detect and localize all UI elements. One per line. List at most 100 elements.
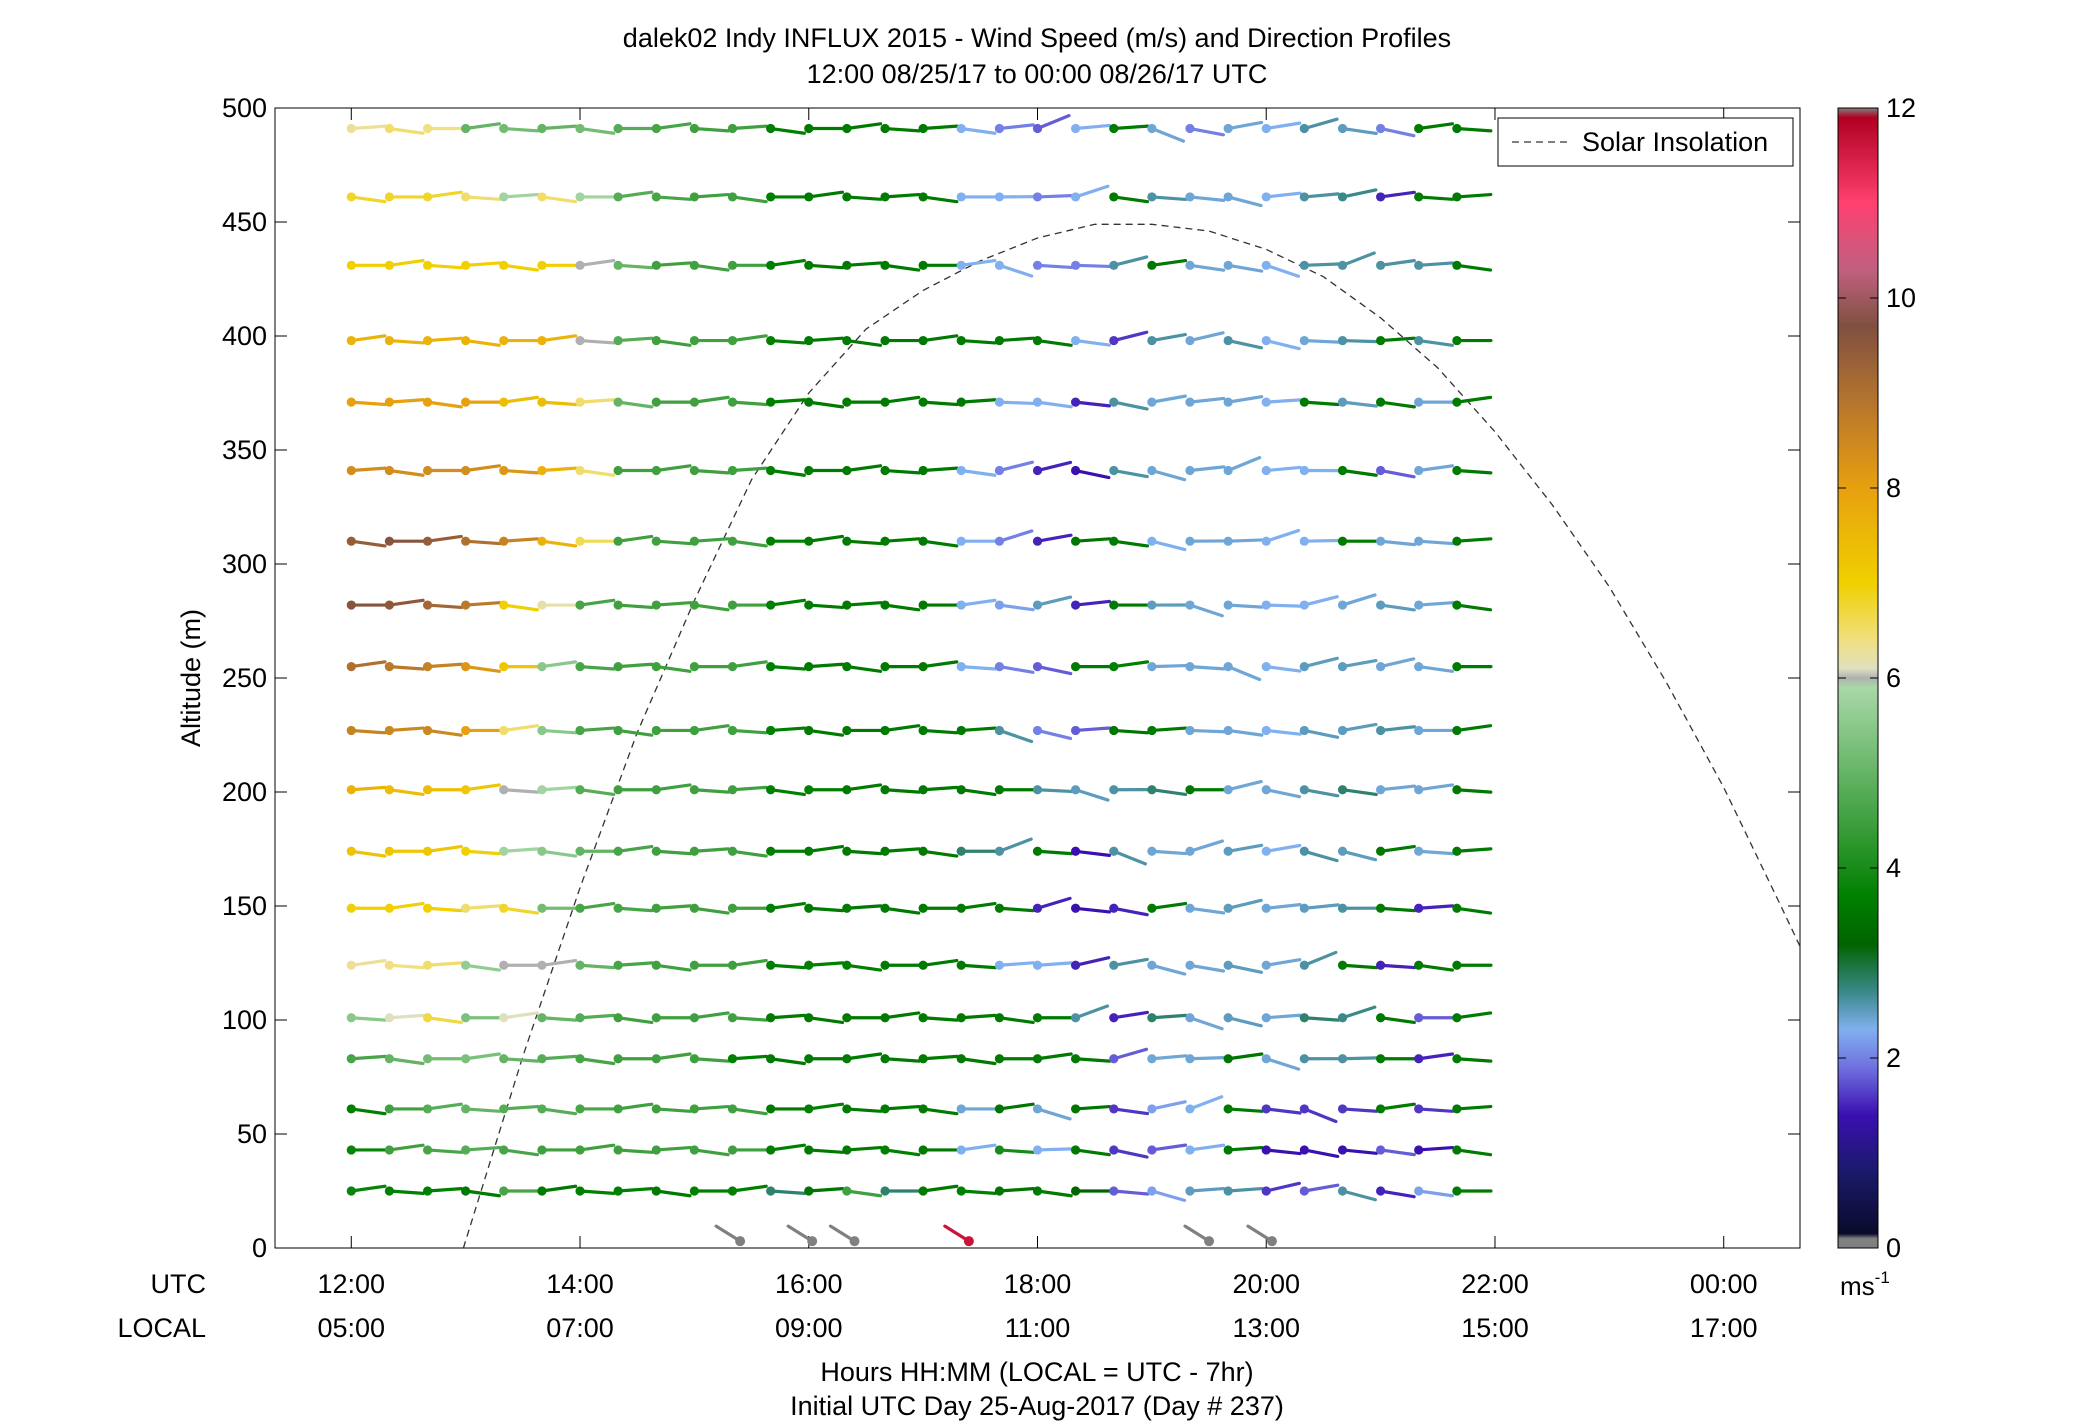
- barb-shaft: [502, 1148, 540, 1157]
- wind-barb: [651, 903, 692, 913]
- wind-barb: [1223, 192, 1263, 208]
- wind-barb: [842, 1145, 883, 1155]
- colorbar-tick-label: 10: [1886, 283, 1916, 313]
- barb-shaft: [349, 1054, 387, 1061]
- wind-barb: [422, 785, 464, 795]
- wind-barb: [1070, 1054, 1112, 1064]
- barb-dot: [689, 1145, 699, 1155]
- wind-barb: [918, 260, 959, 270]
- barb-shaft: [1226, 780, 1263, 792]
- wind-barb: [461, 725, 502, 736]
- wind-barb: [461, 397, 502, 407]
- barb-shaft: [387, 726, 425, 733]
- barb-dot: [346, 600, 356, 610]
- barb-dot: [346, 192, 356, 202]
- wind-barb: [956, 123, 997, 135]
- wind-barb: [651, 122, 692, 134]
- barb-shaft: [1226, 843, 1264, 853]
- wind-barb: [880, 1011, 921, 1023]
- x-tick-label-local: 17:00: [1690, 1313, 1758, 1343]
- barb-dot: [1337, 1186, 1348, 1196]
- wind-barb: [804, 1145, 845, 1155]
- barb-shaft: [1302, 400, 1340, 407]
- barb-shaft: [1417, 195, 1455, 201]
- wind-barb: [1261, 1104, 1302, 1115]
- barb-shaft: [807, 906, 845, 913]
- barb-dot: [1070, 465, 1081, 476]
- wind-barb: [1185, 960, 1226, 973]
- barb-dot: [346, 335, 356, 346]
- barb-dot: [1299, 1013, 1309, 1023]
- x-tick-label-utc: 14:00: [546, 1269, 614, 1299]
- barb-dot: [651, 1145, 661, 1155]
- barb-shaft: [1455, 906, 1493, 915]
- barb-shaft: [387, 664, 425, 671]
- barb-dot: [461, 397, 471, 407]
- wind-barb: [613, 397, 654, 409]
- wind-barb: [1261, 528, 1301, 546]
- wind-barb: [346, 600, 387, 610]
- barb-dot: [613, 725, 623, 736]
- barb-shaft: [1035, 595, 1073, 607]
- wind-barb: [880, 1054, 921, 1064]
- barb-shaft: [387, 598, 425, 607]
- wind-barb: [1261, 843, 1302, 856]
- barb-shaft: [997, 1016, 1035, 1025]
- barb-shaft: [1112, 124, 1150, 131]
- barb-shaft: [997, 664, 1035, 674]
- barb-shaft: [1188, 906, 1226, 915]
- wind-barb: [1185, 396, 1226, 407]
- barb-dot: [956, 1145, 966, 1155]
- wind-barb: [1414, 960, 1454, 972]
- wind-barb: [1070, 335, 1111, 347]
- barb-dot: [1070, 725, 1081, 736]
- barb-dot: [918, 1145, 928, 1155]
- barb-shaft: [387, 788, 425, 797]
- barb-shaft: [540, 466, 578, 473]
- wind-barb: [918, 725, 959, 736]
- barb-shaft: [692, 1104, 730, 1111]
- barb-dot: [1070, 903, 1081, 913]
- barb-shaft: [1188, 195, 1226, 202]
- barb-shaft: [997, 400, 1035, 406]
- barb-dot: [1414, 785, 1424, 795]
- barb-dot: [384, 662, 394, 672]
- barb-dot: [613, 1104, 623, 1114]
- wind-barb: [1185, 600, 1224, 618]
- barb-dot: [918, 846, 928, 856]
- wind-barb: [804, 1054, 845, 1064]
- barb-dot: [1337, 1104, 1348, 1114]
- barb-dot: [994, 600, 1005, 610]
- barb-dot: [956, 903, 966, 913]
- barb-shaft: [425, 662, 464, 669]
- barb-dot: [1223, 1145, 1233, 1155]
- barb-dot: [994, 335, 1005, 346]
- wind-barb: [461, 662, 501, 673]
- wind-barb: [1414, 662, 1454, 673]
- barb-shaft: [1455, 263, 1493, 272]
- barb-dot: [613, 1013, 623, 1023]
- barb-dot: [461, 662, 471, 672]
- barb-shaft: [1264, 843, 1302, 853]
- barb-shaft: [1112, 539, 1150, 548]
- barb-shaft: [1417, 1107, 1455, 1113]
- barb-dot: [1376, 335, 1386, 346]
- barb-dot: [1032, 536, 1043, 546]
- barb-dot: [1147, 1104, 1157, 1114]
- wind-barb: [1223, 1145, 1264, 1155]
- surface-barb-dot: [1266, 1236, 1277, 1247]
- barb-dot: [1261, 260, 1271, 270]
- surface-barb: [786, 1224, 818, 1247]
- wind-barb: [1452, 395, 1493, 407]
- wind-barb: [842, 783, 883, 795]
- wind-barb: [956, 901, 997, 913]
- wind-barb: [422, 1054, 464, 1064]
- barb-shaft: [1417, 783, 1454, 792]
- barb-shaft: [807, 728, 845, 737]
- barb-shaft: [1112, 1107, 1150, 1116]
- local-row-label: LOCAL: [117, 1313, 206, 1343]
- barb-dot: [918, 903, 928, 913]
- wind-barb: [1070, 1104, 1112, 1114]
- wind-barb: [1261, 465, 1302, 476]
